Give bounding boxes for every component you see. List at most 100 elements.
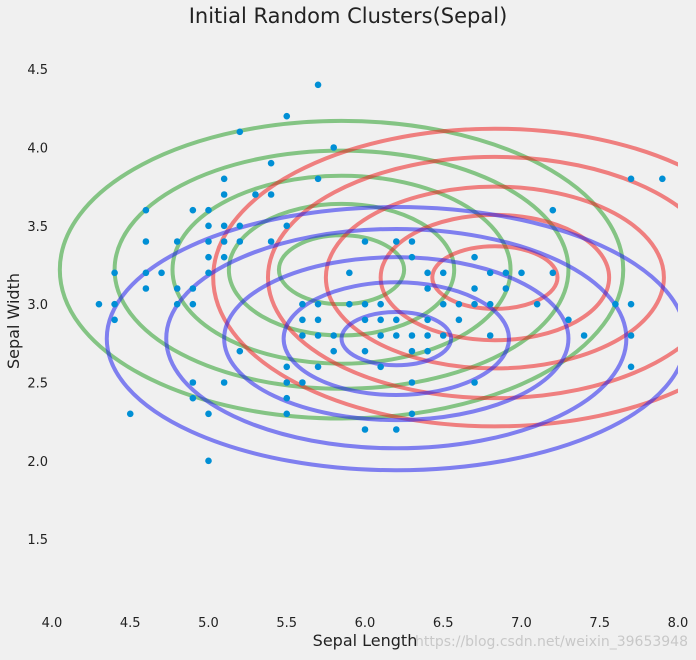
data-point [236,238,244,245]
data-point [158,269,165,277]
data-point [408,379,416,386]
data-point [330,144,338,151]
data-point [283,379,291,386]
data-point [471,379,478,386]
data-point [173,238,181,245]
cluster-0-ellipse-0 [276,233,407,307]
data-point [299,379,306,386]
cluster-1-ellipse-4 [211,126,678,429]
data-point [205,206,212,214]
data-point [502,269,510,277]
data-point [377,363,384,371]
data-point [361,426,369,433]
data-point [252,191,259,198]
data-point [299,316,306,324]
cluster-2-ellipse-0 [339,310,454,368]
data-point [330,332,338,339]
data-point [205,457,212,465]
data-point [314,81,322,89]
data-point [283,410,291,418]
data-point [627,363,635,371]
data-point [314,363,322,371]
data-point [361,300,369,308]
data-point [486,332,494,339]
data-point [267,191,275,198]
data-point [471,253,478,261]
data-point [361,347,369,355]
x-tick-label: 8.0 [668,616,689,631]
data-point [189,379,197,386]
data-point [283,394,291,402]
cluster-2-ellipse-2 [222,255,571,423]
data-point [220,253,228,261]
data-point [283,363,291,371]
data-point [142,269,150,277]
x-tick-label: 4.0 [42,616,63,631]
data-point [111,269,118,277]
x-tick-label: 7.5 [589,616,610,631]
data-point [220,238,228,245]
data-point [424,269,431,277]
data-point [346,300,353,308]
data-point [142,285,150,292]
x-tick-label: 6.0 [355,616,376,631]
x-tick-label: 6.5 [433,616,454,631]
data-point [424,285,431,292]
data-point [142,206,150,214]
data-point [189,394,197,402]
data-point [549,206,557,214]
y-tick-label: 1.5 [27,533,48,548]
x-tick-labels: 4.0 4.5 5.0 5.5 6.0 6.5 7.0 7.5 8.0 [42,616,689,631]
data-point [95,300,103,308]
data-point [205,269,212,277]
cluster-2-ellipse-4 [104,205,678,473]
data-point [126,410,134,418]
cluster-2-ellipse-1 [281,280,511,398]
data-point [580,332,588,339]
data-point [283,112,291,120]
data-point [299,300,306,308]
data-point [314,332,322,339]
cluster-2-ellipse-3 [164,226,629,451]
x-tick-label: 7.0 [511,616,532,631]
data-point [408,238,416,245]
data-point [220,191,228,198]
data-point [314,316,322,324]
data-point [393,238,400,245]
data-point [267,238,275,245]
data-point [267,159,275,167]
cluster-0-ellipse-4 [57,118,626,421]
data-point [486,269,494,277]
data-point [424,332,431,339]
data-point [205,238,212,245]
data-point [220,222,228,230]
data-point [502,285,510,292]
x-tick-label: 5.5 [276,616,297,631]
data-point [486,300,494,308]
data-point [455,300,463,308]
data-point [299,332,306,339]
x-tick-label: 4.5 [120,616,141,631]
x-tick-label: 5.0 [198,616,219,631]
data-point [549,269,557,277]
data-point [471,300,478,308]
data-point [220,175,228,183]
data-point [627,175,635,183]
data-point [408,253,416,261]
data-points [95,81,666,465]
y-tick-label: 4.5 [27,63,48,78]
data-point [205,222,212,230]
data-point [533,300,541,308]
data-point [393,332,400,339]
data-point [189,300,197,308]
data-point [142,238,150,245]
data-point [346,269,353,277]
data-point [236,222,244,230]
data-point [455,316,463,324]
cluster-0-ellipse-2 [170,173,513,366]
data-point [314,175,322,183]
data-point [471,285,478,292]
data-point [408,347,416,355]
data-point [361,316,369,324]
